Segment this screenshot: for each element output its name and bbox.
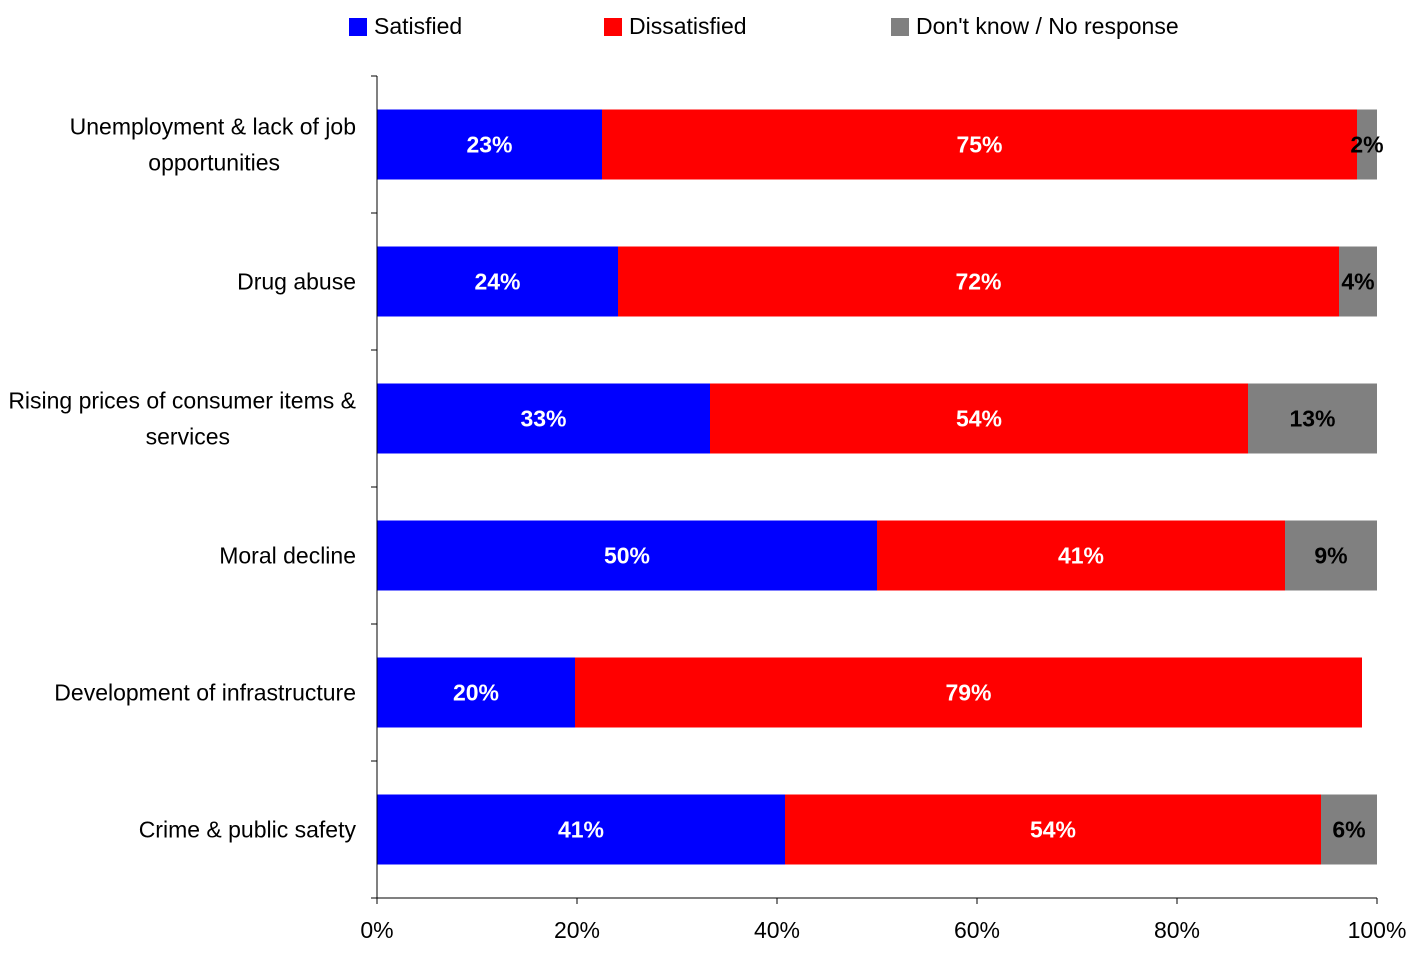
category-label: opportunities <box>148 150 280 176</box>
legend-swatch <box>891 18 909 36</box>
data-label: 54% <box>956 406 1002 432</box>
x-tick-label: 60% <box>954 917 1000 943</box>
data-label: 33% <box>520 406 566 432</box>
data-label: 72% <box>955 269 1001 295</box>
category-label: Rising prices of consumer items & <box>8 388 356 414</box>
data-label: 24% <box>474 269 520 295</box>
data-label: 23% <box>466 132 512 158</box>
data-label: 41% <box>1058 543 1104 569</box>
category-labels: Unemployment & lack of job opportunities D… <box>8 114 356 843</box>
x-tick-label: 80% <box>1154 917 1200 943</box>
data-label: 54% <box>1030 817 1076 843</box>
legend-label: Satisfied <box>374 13 462 39</box>
bar-segment <box>877 520 1285 591</box>
category-label: Unemployment & lack of job <box>70 114 356 140</box>
bar-segment <box>377 657 575 728</box>
bar-segment <box>1248 383 1377 454</box>
legend-label: Dissatisfied <box>629 13 747 39</box>
category-label: services <box>146 424 230 450</box>
bar-segment <box>377 246 618 317</box>
category-label: Development of infrastructure <box>54 680 356 706</box>
data-label: 9% <box>1314 543 1347 569</box>
category-label: Crime & public safety <box>139 817 357 843</box>
axes: 0% 20% 40% 60% 80% 100% <box>360 75 1407 943</box>
bar-segment <box>602 109 1357 180</box>
data-label: 2% <box>1350 132 1383 158</box>
category-label: Moral decline <box>219 543 356 569</box>
x-tick-label: 20% <box>554 917 600 943</box>
bar-segment <box>377 383 710 454</box>
data-label: 4% <box>1341 269 1374 295</box>
data-label: 6% <box>1332 817 1365 843</box>
data-label: 13% <box>1289 406 1335 432</box>
bar-segment <box>1321 794 1377 865</box>
category-label: Drug abuse <box>237 269 356 295</box>
bars-group: 23% 75% 2% 24% 72% 4% 33% 54% 13% 50% 41% 9% 20% 79% 4… <box>377 109 1384 865</box>
bar-segment <box>575 657 1362 728</box>
bar-segment <box>377 794 785 865</box>
legend-swatch <box>604 18 622 36</box>
x-tick-label: 0% <box>360 917 393 943</box>
bar-segment <box>1357 109 1377 180</box>
data-label: 41% <box>558 817 604 843</box>
data-label: 79% <box>945 680 991 706</box>
legend-swatch <box>349 18 367 36</box>
x-tick-label: 100% <box>1348 917 1407 943</box>
legend-label: Don't know / No response <box>916 13 1179 39</box>
bar-segment <box>377 109 602 180</box>
bar-segment <box>618 246 1339 317</box>
legend: Satisfied Dissatisfied Don't know / No res… <box>349 13 1179 39</box>
bar-segment <box>1285 520 1377 591</box>
x-tick-label: 40% <box>754 917 800 943</box>
bar-segment <box>785 794 1321 865</box>
data-label: 50% <box>604 543 650 569</box>
bar-segment <box>710 383 1248 454</box>
data-label: 75% <box>956 132 1002 158</box>
bar-segment <box>1339 246 1377 317</box>
data-label: 20% <box>453 680 499 706</box>
bar-segment <box>377 520 877 591</box>
